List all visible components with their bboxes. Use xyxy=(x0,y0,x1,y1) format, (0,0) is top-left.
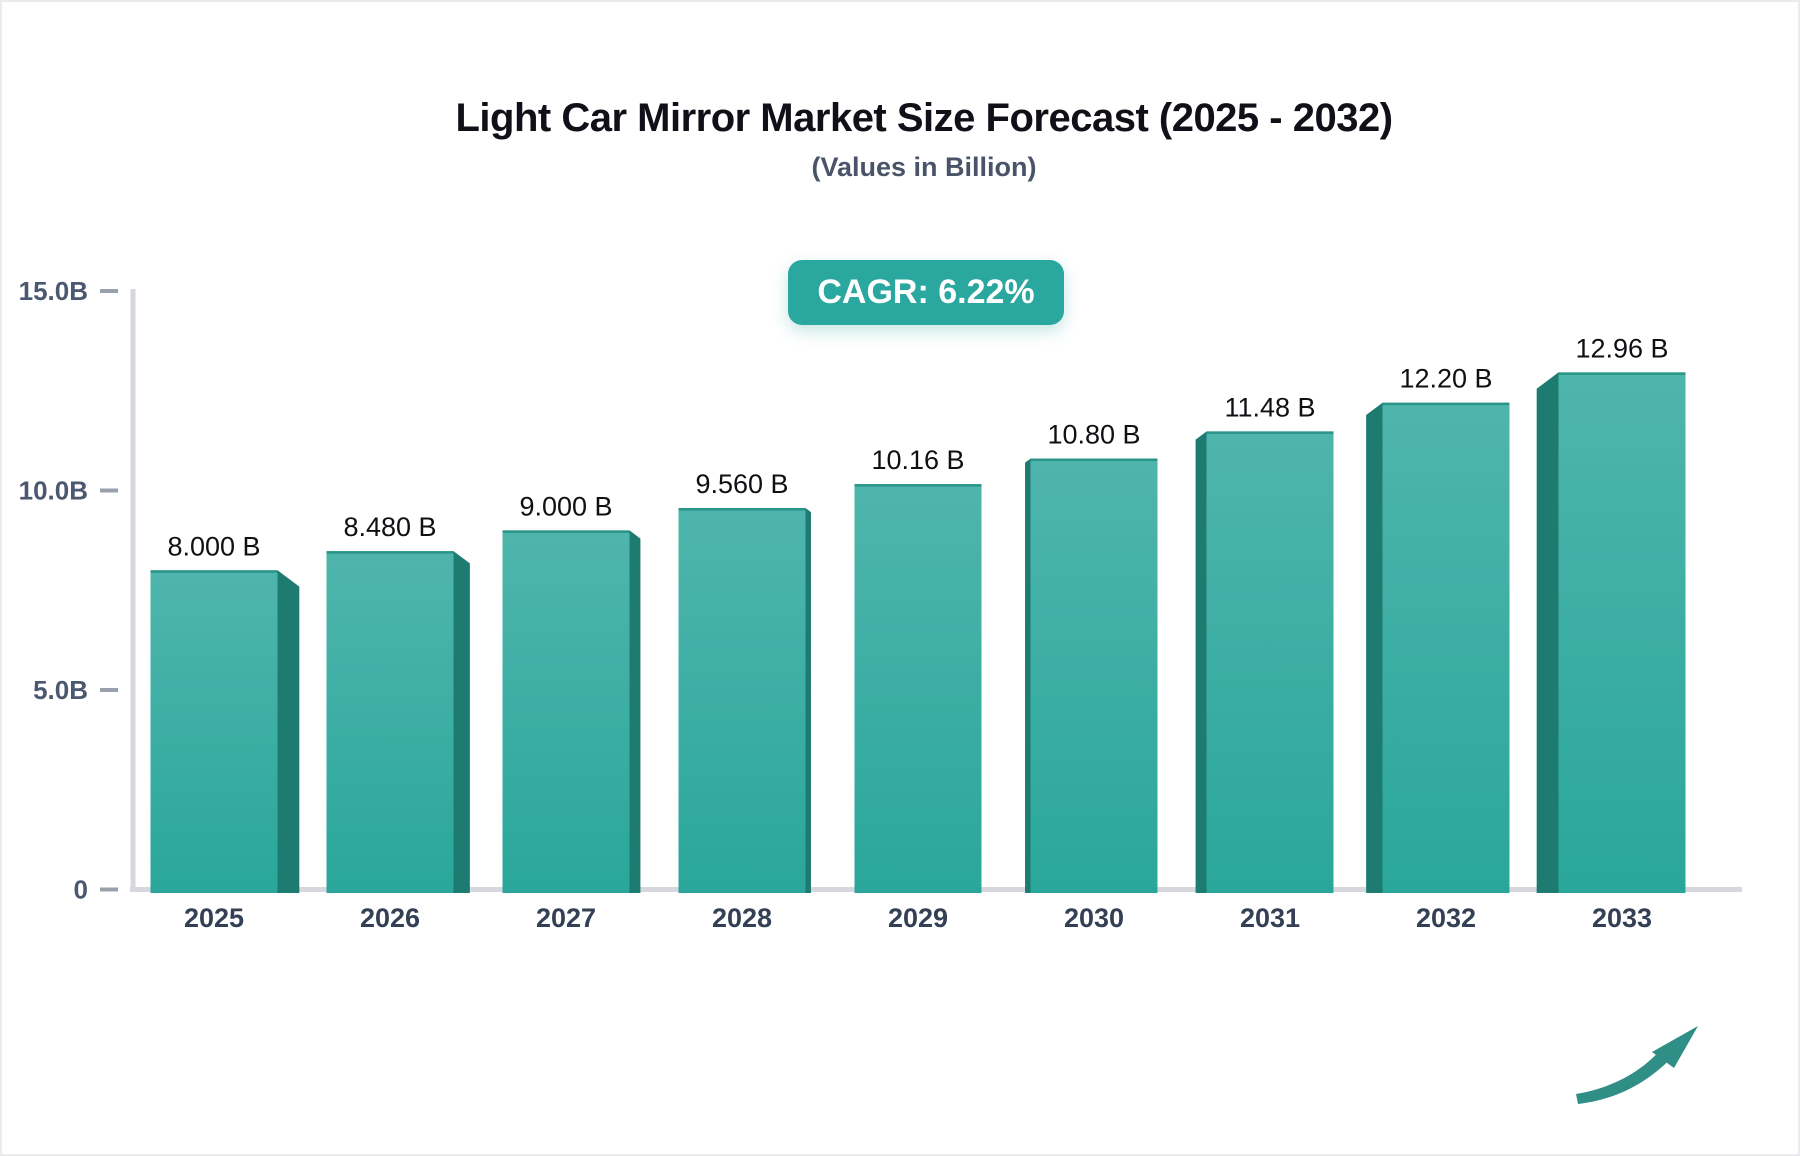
bar-value-label: 8.000 B xyxy=(167,531,260,561)
bar-front xyxy=(502,530,630,893)
bar-side xyxy=(805,508,811,893)
x-tick-label: 2031 xyxy=(1240,903,1300,933)
bar-front xyxy=(1030,458,1158,893)
x-tick-label: 2026 xyxy=(360,903,420,933)
bar-front xyxy=(678,508,806,893)
bar-front xyxy=(1558,372,1686,893)
y-tick-label: 5.0B xyxy=(33,675,88,705)
bar-value-label: 9.560 B xyxy=(695,469,788,499)
x-tick-label: 2025 xyxy=(184,903,244,933)
bar-value-label: 10.80 B xyxy=(1047,420,1140,450)
x-tick-label: 2033 xyxy=(1592,903,1652,933)
cagr-badge: CAGR: 6.22% xyxy=(788,260,1064,325)
x-tick-label: 2030 xyxy=(1064,903,1124,933)
x-tick-label: 2028 xyxy=(712,903,772,933)
bar-side xyxy=(629,530,641,893)
x-tick-label: 2032 xyxy=(1416,903,1476,933)
bar-value-label: 10.16 B xyxy=(871,445,964,475)
amr-logo xyxy=(1576,1026,1698,1104)
y-tick-label: 0 xyxy=(74,875,88,905)
bar-side xyxy=(277,570,300,893)
chart-title: Light Car Mirror Market Size Forecast (2… xyxy=(455,96,1393,140)
bar-front xyxy=(1206,431,1334,893)
bar-side xyxy=(453,551,470,893)
bar-side xyxy=(1536,372,1559,893)
bar-value-label: 12.96 B xyxy=(1575,333,1668,363)
growth-arrow-icon xyxy=(1576,1026,1698,1104)
y-tick-label: 10.0B xyxy=(19,476,88,506)
bar-value-label: 12.20 B xyxy=(1399,364,1492,394)
bar-side xyxy=(1195,431,1207,893)
bar-side xyxy=(1025,458,1031,893)
bar-front xyxy=(326,551,454,893)
bar-value-label: 9.000 B xyxy=(519,491,612,521)
bar-front xyxy=(1382,402,1510,893)
y-tick-label: 15.0B xyxy=(19,276,88,306)
bar-value-label: 11.48 B xyxy=(1224,392,1315,422)
bar-side xyxy=(1366,402,1383,893)
bar-front xyxy=(150,570,278,893)
x-tick-label: 2027 xyxy=(536,903,596,933)
bar-value-label: 8.480 B xyxy=(343,512,436,542)
x-tick-label: 2029 xyxy=(888,903,948,933)
bar-front xyxy=(854,484,982,893)
chart-subtitle: (Values in Billion) xyxy=(811,152,1037,182)
